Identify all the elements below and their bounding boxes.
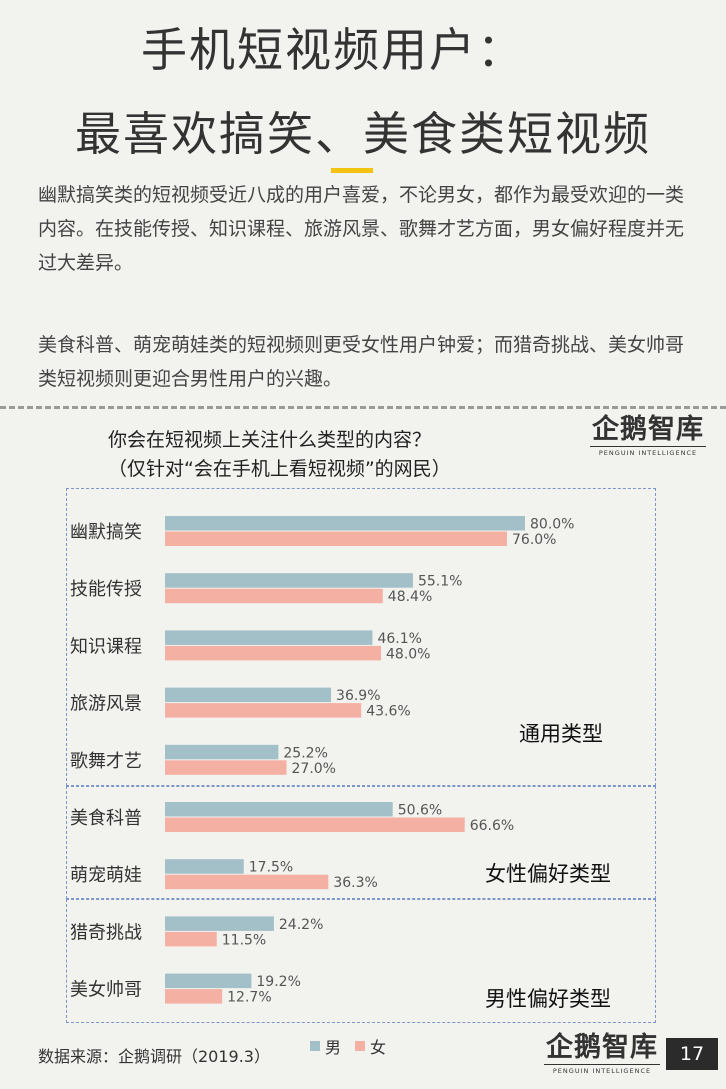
category-label: 萌宠萌娃	[70, 865, 142, 886]
chart-legend: 男 女	[310, 1034, 400, 1058]
category-label: 幽默搞笑	[70, 522, 142, 543]
bar-male	[165, 573, 413, 588]
data-label: 36.9%	[336, 688, 380, 704]
data-label: 12.7%	[227, 990, 271, 1006]
bar-male	[165, 630, 373, 645]
bar-male	[165, 859, 244, 874]
legend-label-male: 男	[325, 1038, 342, 1057]
group-label-female: 女性偏好类型	[485, 862, 611, 886]
bar-male	[165, 687, 332, 703]
intro-paragraph-1: 幽默搞笑类的短视频受近八成的用户喜爱，不论男女，都作为最受欢迎的一类内容。在技能…	[38, 184, 685, 274]
data-label: 19.2%	[256, 974, 300, 990]
group-label-general: 通用类型	[519, 722, 603, 746]
category-label: 美女帅哥	[70, 980, 142, 1001]
title-accent-bar	[331, 168, 373, 173]
section-divider	[0, 406, 726, 409]
category-label: 技能传授	[70, 579, 142, 600]
group-label-male: 男性偏好类型	[485, 987, 611, 1011]
logo-text: 企鹅智库	[592, 414, 704, 445]
bar-female	[165, 760, 287, 775]
data-label: 25.2%	[283, 745, 327, 761]
data-label: 43.6%	[366, 704, 410, 720]
legend-swatch-male	[310, 1041, 320, 1051]
bar-male	[165, 973, 252, 989]
logo-footer-text: 企鹅智库	[546, 1032, 658, 1063]
data-label: 17.5%	[249, 860, 293, 876]
bar-male	[165, 916, 274, 931]
data-label: 76.0%	[512, 532, 556, 548]
bar-female	[165, 817, 465, 832]
legend-item-female: 女	[355, 1034, 386, 1058]
data-label: 80.0%	[530, 517, 574, 533]
bar-male	[165, 516, 525, 531]
data-label: 46.1%	[377, 631, 421, 647]
chart-title: 你会在短视频上关注什么类型的内容？ （仅针对“会在手机上看短视频”的网民）	[108, 426, 451, 484]
data-label: 24.2%	[279, 917, 323, 933]
data-label: 48.0%	[386, 646, 430, 662]
bar-female	[165, 931, 217, 947]
legend-item-male: 男	[310, 1034, 341, 1058]
page-title-line2: 最喜欢搞笑、美食类短视频	[75, 107, 651, 161]
data-source: 数据来源：企鹅调研（2019.3）	[38, 1047, 270, 1066]
bar-female	[165, 531, 507, 546]
bar-female	[165, 874, 329, 890]
penguin-intelligence-logo-footer: 企鹅智库 PENGUIN INTELLIGENCE	[544, 1032, 660, 1075]
bar-female	[165, 588, 383, 604]
chart-title-line2: （仅针对“会在手机上看短视频”的网民）	[108, 458, 451, 480]
bar-female	[165, 703, 362, 718]
chart-title-line1: 你会在短视频上关注什么类型的内容？	[108, 429, 432, 451]
data-label: 48.4%	[388, 589, 432, 605]
category-label: 旅游风景	[70, 694, 142, 715]
group-box-male	[66, 899, 656, 1023]
bar-male	[165, 802, 393, 817]
bar-female	[165, 989, 223, 1004]
data-label: 66.6%	[470, 818, 514, 834]
page-title-line1: 手机短视频用户：	[141, 23, 525, 77]
category-label: 美食科普	[70, 808, 142, 829]
legend-label-female: 女	[370, 1038, 387, 1057]
category-label: 知识课程	[70, 636, 142, 657]
penguin-intelligence-logo: 企鹅智库 PENGUIN INTELLIGENCE	[590, 414, 706, 457]
logo-subtext: PENGUIN INTELLIGENCE	[590, 446, 706, 457]
data-label: 50.6%	[398, 803, 442, 819]
category-label: 猎奇挑战	[70, 922, 142, 943]
data-label: 27.0%	[292, 761, 336, 777]
logo-footer-subtext: PENGUIN INTELLIGENCE	[544, 1064, 660, 1075]
page-number: 17	[666, 1038, 718, 1070]
bar-male	[165, 744, 279, 760]
data-label: 11.5%	[222, 932, 266, 948]
group-box-female	[66, 786, 656, 899]
intro-paragraph-2: 美食科普、萌宠萌娃类的短视频则更受女性用户钟爱；而猎奇挑战、美女帅哥类短视频则更…	[38, 334, 685, 390]
category-label: 歌舞才艺	[70, 751, 142, 772]
data-label: 36.3%	[333, 875, 377, 891]
legend-swatch-female	[355, 1041, 366, 1051]
bar-female	[165, 645, 381, 661]
group-box-general	[66, 488, 656, 786]
data-label: 55.1%	[418, 574, 462, 590]
